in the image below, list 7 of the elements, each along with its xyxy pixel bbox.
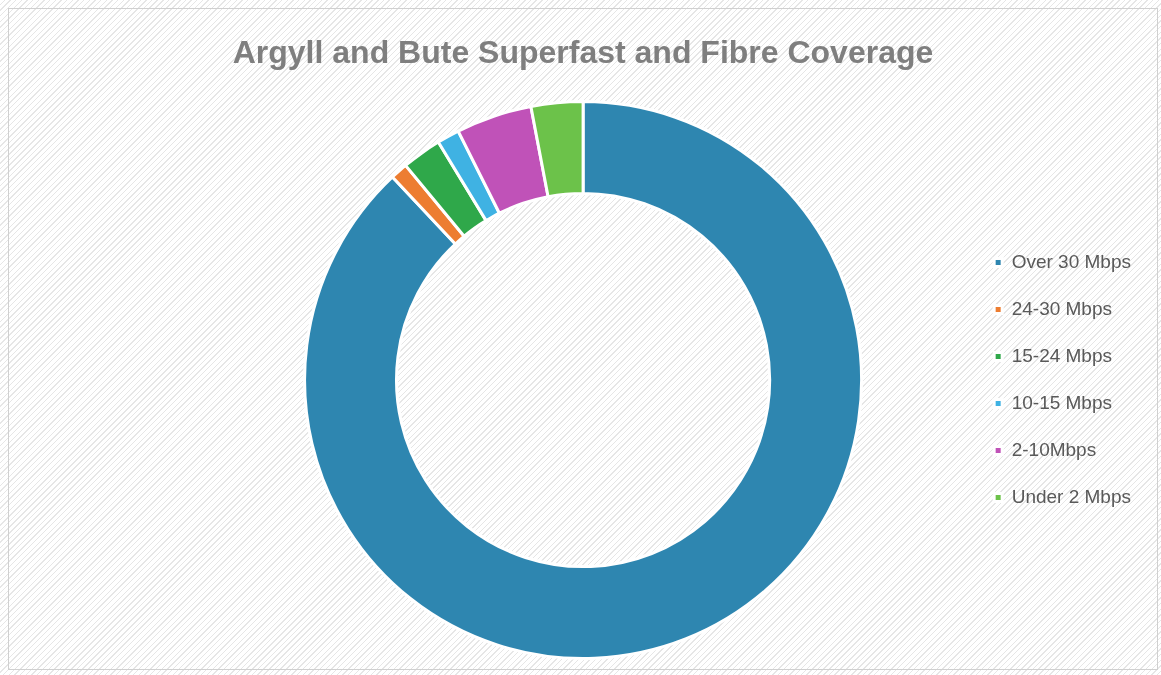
legend-label: 24-30 Mbps	[1011, 297, 1113, 319]
chart-title: Argyll and Bute Superfast and Fibre Coverage	[231, 34, 935, 71]
legend-label: 10-15 Mbps	[1011, 391, 1113, 413]
legend-label: Over 30 Mbps	[1011, 250, 1131, 272]
legend-label: Under 2 Mbps	[1011, 485, 1132, 507]
legend-label: 2-10Mbps	[1011, 438, 1097, 460]
legend-label: 15-24 Mbps	[1011, 344, 1113, 366]
